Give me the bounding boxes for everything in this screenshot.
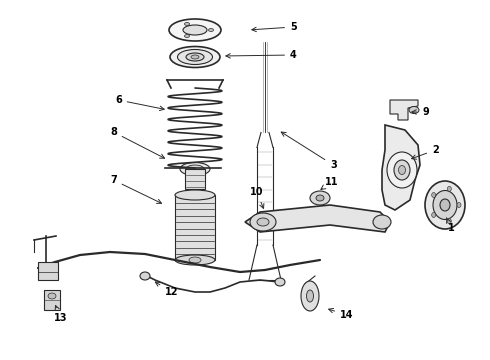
Ellipse shape [447, 186, 451, 191]
Ellipse shape [186, 165, 204, 173]
Bar [44, 290, 60, 310]
Bar [185, 169, 205, 189]
Ellipse shape [250, 213, 276, 231]
Ellipse shape [316, 195, 324, 201]
Text: 1: 1 [446, 218, 455, 233]
Text: 13: 13 [54, 306, 68, 323]
Text: 10: 10 [250, 187, 264, 208]
Ellipse shape [257, 218, 269, 226]
Polygon shape [390, 100, 418, 120]
Text: 7: 7 [110, 175, 162, 203]
Text: 8: 8 [110, 127, 165, 158]
Text: 5: 5 [252, 22, 297, 32]
Ellipse shape [301, 281, 319, 311]
Text: 11: 11 [321, 177, 339, 189]
Ellipse shape [432, 193, 436, 198]
Ellipse shape [387, 152, 417, 188]
Ellipse shape [433, 190, 457, 220]
Ellipse shape [175, 190, 215, 200]
Ellipse shape [373, 215, 391, 229]
Bar [175, 195, 215, 260]
Ellipse shape [409, 107, 419, 113]
Ellipse shape [275, 278, 285, 286]
Text: 14: 14 [329, 309, 353, 320]
Ellipse shape [432, 212, 436, 217]
Ellipse shape [310, 191, 330, 205]
Text: 2: 2 [412, 145, 439, 159]
Ellipse shape [307, 290, 314, 302]
Ellipse shape [394, 160, 410, 180]
Polygon shape [382, 125, 420, 210]
Ellipse shape [169, 19, 221, 41]
Ellipse shape [185, 22, 190, 26]
Ellipse shape [191, 55, 199, 59]
Ellipse shape [398, 166, 406, 175]
Ellipse shape [189, 257, 201, 263]
Ellipse shape [457, 202, 461, 207]
Text: 3: 3 [281, 132, 337, 170]
Text: 4: 4 [226, 50, 297, 60]
Ellipse shape [209, 28, 214, 31]
Bar [38, 262, 58, 280]
Ellipse shape [185, 35, 190, 37]
Ellipse shape [140, 272, 150, 280]
Text: 12: 12 [155, 282, 178, 297]
Polygon shape [245, 205, 390, 232]
Text: 9: 9 [412, 107, 429, 117]
Ellipse shape [48, 293, 56, 299]
Ellipse shape [186, 53, 204, 61]
Ellipse shape [170, 46, 220, 68]
Ellipse shape [447, 219, 451, 224]
Ellipse shape [180, 162, 210, 175]
Ellipse shape [425, 181, 465, 229]
Ellipse shape [175, 255, 215, 265]
Text: 6: 6 [115, 95, 164, 111]
Ellipse shape [440, 199, 450, 211]
Ellipse shape [183, 25, 207, 35]
Ellipse shape [177, 49, 213, 64]
